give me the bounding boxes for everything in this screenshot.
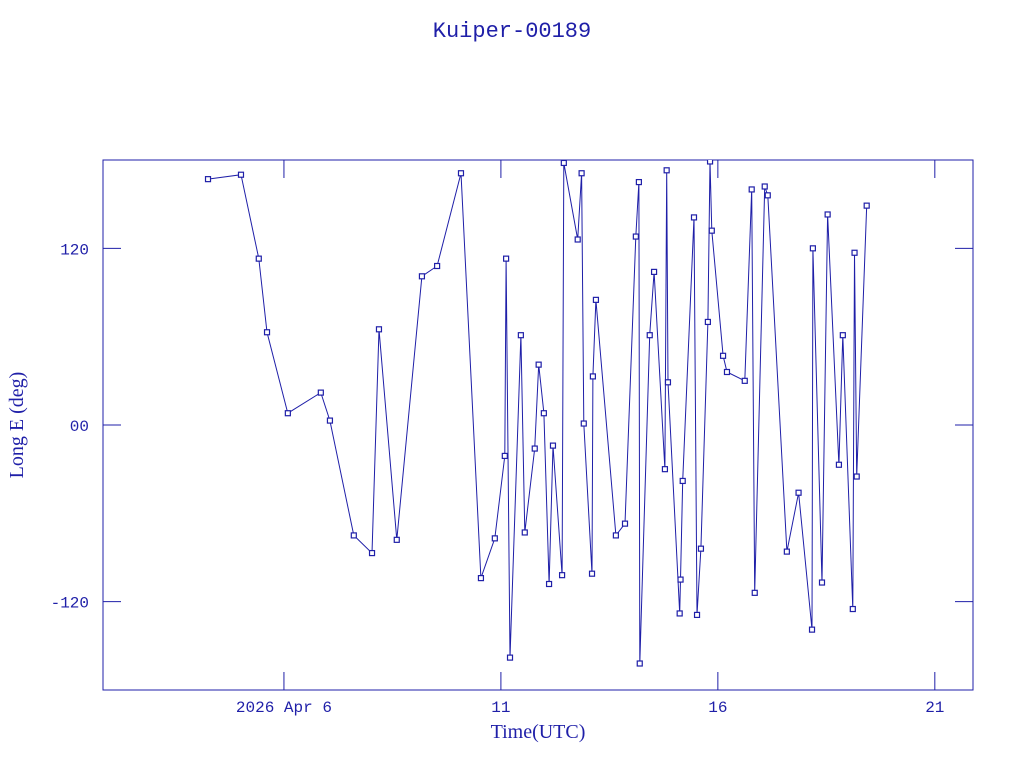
- data-point: [679, 477, 686, 485]
- y-tick-label: 120: [60, 241, 89, 259]
- x-tick-label: 21: [925, 699, 944, 717]
- data-point: [663, 167, 670, 174]
- data-point: [719, 352, 727, 359]
- data-point: [501, 452, 508, 460]
- data-point: [635, 178, 642, 186]
- data-point: [764, 192, 771, 199]
- y-axis-label: Long E (deg): [6, 372, 28, 479]
- data-point: [748, 186, 755, 193]
- data-line: [207, 161, 868, 664]
- data-point: [204, 176, 212, 183]
- data-point: [375, 326, 383, 333]
- data-point: [578, 170, 585, 177]
- data-point: [839, 332, 846, 339]
- data-point: [761, 183, 768, 190]
- data-point: [540, 410, 547, 417]
- data-point: [636, 660, 643, 667]
- data-point: [588, 570, 596, 577]
- data-point: [503, 255, 510, 262]
- data-point: [863, 202, 870, 209]
- data-point: [580, 420, 587, 427]
- data-point: [521, 529, 528, 536]
- data-point: [545, 580, 553, 588]
- data-point: [612, 532, 619, 539]
- data-point: [506, 654, 514, 661]
- chart-title: Kuiper-00189: [433, 19, 591, 44]
- data-point: [284, 410, 291, 417]
- data-point: [824, 211, 831, 218]
- data-point: [783, 548, 790, 555]
- data-point: [704, 318, 711, 326]
- data-point: [477, 575, 485, 582]
- data-point: [708, 227, 715, 234]
- data-point: [263, 329, 271, 336]
- data-point: [558, 572, 566, 579]
- data-point: [706, 160, 714, 165]
- data-point: [255, 255, 262, 262]
- plot-frame: [102, 159, 974, 691]
- data-point: [835, 461, 843, 468]
- data-point: [849, 605, 856, 613]
- data-point: [549, 442, 557, 449]
- data-point: [237, 171, 245, 178]
- plot-area: [204, 160, 870, 667]
- data-point: [326, 417, 334, 424]
- data-point: [677, 576, 684, 583]
- y-tick-label: -120: [51, 595, 89, 613]
- data-point: [535, 361, 542, 368]
- y-tick-label: 00: [70, 418, 89, 436]
- data-point: [818, 579, 826, 586]
- data-point: [589, 373, 596, 380]
- data-point: [621, 520, 629, 527]
- data-point: [531, 445, 538, 452]
- data-point: [650, 268, 658, 275]
- data-point: [664, 379, 672, 386]
- x-tick-label: 2026 Apr 6: [236, 699, 332, 717]
- data-point: [317, 389, 324, 396]
- x-axis-label: Time(UTC): [491, 721, 586, 743]
- data-point: [574, 236, 581, 243]
- data-point: [661, 466, 669, 473]
- data-point: [676, 610, 683, 617]
- data-point: [393, 536, 400, 543]
- x-tick-label: 16: [708, 699, 727, 717]
- data-point: [690, 214, 698, 221]
- data-point: [751, 589, 758, 596]
- data-point: [491, 535, 498, 542]
- data-point: [350, 532, 357, 539]
- data-point: [560, 160, 567, 167]
- data-point: [853, 473, 860, 480]
- data-point: [723, 368, 731, 376]
- data-point: [809, 245, 816, 252]
- data-point: [368, 549, 376, 557]
- data-point: [741, 377, 748, 384]
- data-point: [808, 626, 816, 633]
- data-point: [418, 273, 426, 280]
- data-point: [434, 262, 441, 270]
- data-point: [457, 170, 465, 177]
- data-point: [632, 233, 639, 240]
- data-point: [646, 332, 653, 339]
- data-point: [592, 296, 600, 303]
- data-point: [795, 489, 802, 496]
- data-point: [517, 332, 524, 339]
- data-point: [851, 249, 858, 256]
- data-point: [697, 545, 705, 552]
- data-point: [693, 611, 701, 619]
- x-tick-label: 11: [491, 699, 510, 717]
